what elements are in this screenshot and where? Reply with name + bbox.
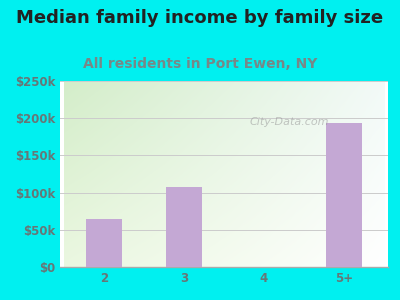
- Bar: [326, 123, 362, 267]
- Text: City-Data.com: City-Data.com: [250, 117, 329, 127]
- Text: All residents in Port Ewen, NY: All residents in Port Ewen, NY: [83, 57, 317, 71]
- Bar: [166, 187, 202, 267]
- Bar: [86, 219, 122, 267]
- Text: Median family income by family size: Median family income by family size: [16, 9, 384, 27]
